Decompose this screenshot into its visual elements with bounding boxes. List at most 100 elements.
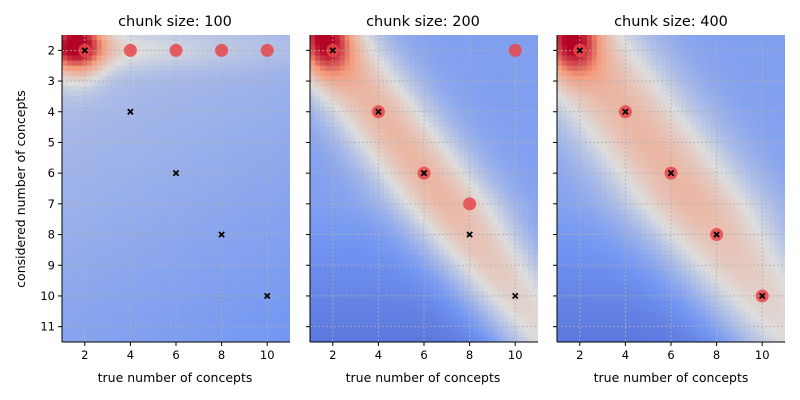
heatmap-cell <box>215 311 222 318</box>
heatmap-cell <box>424 229 430 236</box>
heatmap-cell <box>409 183 415 190</box>
heatmap-cell <box>448 157 455 164</box>
heatmap-cell <box>146 96 152 103</box>
heatmap-cell <box>195 81 202 87</box>
heatmap-cell <box>66 249 73 256</box>
heatmap-cell <box>111 60 118 67</box>
heatmap-cell <box>156 224 162 231</box>
heatmap-cell <box>166 116 172 123</box>
heatmap-cell <box>419 101 425 108</box>
heatmap-cell <box>220 183 227 190</box>
heatmap-cell <box>354 70 361 77</box>
heatmap-cell <box>280 193 286 200</box>
heatmap-cell <box>339 101 346 108</box>
heatmap-cell <box>240 208 246 215</box>
heatmap-cell <box>86 275 93 282</box>
heatmap-cell <box>66 162 73 169</box>
heatmap-cell <box>493 168 499 174</box>
heatmap-cell <box>359 116 366 123</box>
heatmap-cell <box>176 75 182 82</box>
heatmap-cell <box>91 60 98 67</box>
heatmap-cell <box>285 198 290 205</box>
heatmap-cell <box>265 127 271 133</box>
heatmap-cell <box>215 75 222 82</box>
heatmap-cell <box>116 142 123 149</box>
heatmap-cell <box>448 96 455 103</box>
heatmap-cell <box>310 75 316 82</box>
heatmap-cell <box>428 101 435 108</box>
heatmap-cell <box>176 86 182 92</box>
heatmap-cell <box>379 173 385 179</box>
heatmap-cell <box>126 301 132 307</box>
heatmap-cell <box>260 321 266 328</box>
heatmap-cell <box>285 275 290 282</box>
heatmap-cell <box>508 55 514 62</box>
heatmap-cell <box>433 40 440 46</box>
heatmap-cell <box>528 111 534 118</box>
heatmap-cell <box>523 116 529 123</box>
heatmap-cell <box>463 265 470 271</box>
heatmap-cell <box>453 249 460 256</box>
heatmap-cell <box>185 121 192 128</box>
heatmap-cell <box>106 178 113 184</box>
heatmap-cell <box>359 45 366 51</box>
heatmap-cell <box>319 224 326 231</box>
heatmap-cell <box>498 249 504 256</box>
heatmap-cell <box>285 75 290 82</box>
heatmap-cell <box>443 193 450 200</box>
heatmap-cell <box>101 249 108 256</box>
heatmap-cell <box>161 208 167 215</box>
heatmap-cell <box>344 111 351 118</box>
heatmap-cell <box>433 203 440 210</box>
heatmap-cell <box>71 45 78 51</box>
heatmap-cell <box>409 244 415 251</box>
heatmap-cell <box>364 152 371 159</box>
heatmap-cell <box>86 178 93 184</box>
heatmap-cell <box>136 91 142 97</box>
heatmap-cell <box>324 234 331 241</box>
heatmap-cell <box>176 249 182 256</box>
heatmap-cell <box>324 142 331 149</box>
heatmap-cell <box>255 111 261 118</box>
heatmap-cell <box>424 116 430 123</box>
heatmap-cell <box>146 147 152 154</box>
heatmap-cell <box>275 326 281 333</box>
heatmap-cell <box>121 162 128 169</box>
heatmap-cell <box>76 40 83 46</box>
heatmap-cell <box>235 101 242 108</box>
heatmap-cell <box>200 193 207 200</box>
heatmap-cell <box>101 55 108 62</box>
heatmap-cell <box>220 265 227 271</box>
heatmap-cell <box>190 178 197 184</box>
heatmap-cell <box>280 55 286 62</box>
heatmap-cell <box>275 265 281 271</box>
heatmap-cell <box>399 40 405 46</box>
heatmap-cell <box>463 168 470 174</box>
heatmap-cell <box>310 229 316 236</box>
heatmap-cell <box>493 255 499 261</box>
heatmap-cell <box>404 86 410 92</box>
heatmap-cell <box>81 55 88 62</box>
heatmap-cell <box>156 255 162 261</box>
heatmap-cell <box>255 270 261 277</box>
heatmap-cell <box>409 50 415 57</box>
heatmap-cell <box>190 239 197 246</box>
heatmap-cell <box>364 121 371 128</box>
heatmap-cell <box>151 178 157 184</box>
heatmap-cell <box>151 295 157 302</box>
heatmap-cell <box>62 285 68 292</box>
heatmap-cell <box>141 311 147 318</box>
heatmap-cell <box>151 127 157 133</box>
heatmap-cell <box>379 270 385 277</box>
heatmap-cell <box>111 290 118 297</box>
heatmap-cell <box>334 270 341 277</box>
heatmap-cell <box>215 168 222 174</box>
heatmap-cell <box>463 249 470 256</box>
heatmap-cell <box>136 316 142 323</box>
heatmap-cell <box>161 280 167 287</box>
heatmap-cell <box>161 152 167 159</box>
heatmap-cell <box>428 244 435 251</box>
heatmap-cell <box>319 65 326 72</box>
heatmap-cell <box>180 60 187 67</box>
heatmap-cell <box>533 121 538 128</box>
